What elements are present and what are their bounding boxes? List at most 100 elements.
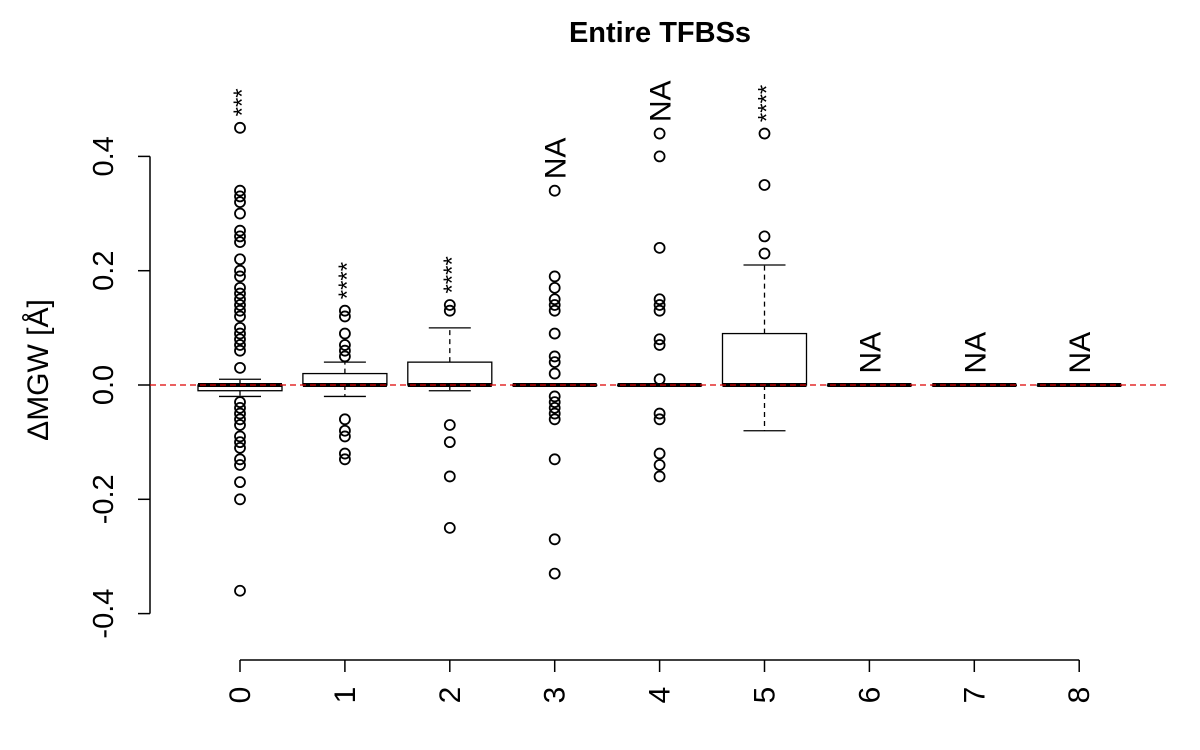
y-axis-label: ΔMGW [Å] [22, 299, 55, 441]
outlier-point [338, 430, 351, 443]
outlier-point [653, 459, 666, 471]
x-tick-label: 2 [434, 687, 467, 704]
outlier-point [548, 453, 561, 466]
outlier-point [548, 293, 561, 306]
annotation-label: NA [645, 80, 678, 122]
box-iqr [407, 361, 493, 386]
outlier-point [234, 493, 246, 506]
box-group-4 [616, 127, 703, 483]
outlier-point [338, 424, 351, 437]
x-tick-label: 1 [329, 687, 362, 704]
x-tick-label: 8 [1063, 687, 1096, 704]
outlier-point [653, 407, 666, 420]
outlier-point [548, 350, 561, 363]
outlier-point [234, 339, 246, 351]
annotation-label: **** [754, 85, 781, 122]
outlier-point [234, 224, 246, 237]
outlier-point [234, 299, 246, 311]
outlier-point [548, 533, 561, 546]
outlier-point [653, 447, 666, 460]
outlier-point [653, 373, 666, 386]
x-tick-label: 0 [224, 687, 257, 704]
outlier-point [758, 230, 771, 243]
outlier-point [443, 436, 456, 449]
outlier-point [653, 293, 666, 306]
outlier-point [234, 264, 246, 277]
x-tick-label: 3 [539, 687, 572, 704]
outlier-point [443, 304, 456, 317]
outlier-point [548, 367, 561, 380]
outlier-point [443, 299, 456, 311]
outlier-point [234, 281, 246, 294]
annotation-label: NA [1064, 332, 1097, 374]
outlier-point [338, 413, 351, 426]
outlier-point [653, 470, 666, 483]
y-axis: -0.4 -0.2 0.0 0.2 0.4 [88, 136, 151, 639]
y-tick-label: 0.2 [88, 251, 120, 291]
outlier-point [758, 247, 771, 260]
outlier-point [653, 413, 666, 426]
outlier-point [234, 476, 246, 489]
outlier-point [548, 413, 561, 426]
outlier-point [548, 407, 561, 420]
outlier-point [653, 150, 666, 163]
outlier-point [653, 339, 666, 351]
outlier-point [234, 361, 246, 374]
outlier-point [234, 401, 246, 414]
box-group-3 [512, 184, 598, 580]
outlier-point [234, 344, 246, 357]
outlier-point [234, 584, 246, 597]
outlier-point [443, 419, 456, 431]
outlier-point [234, 196, 246, 209]
outlier-point [234, 230, 246, 243]
annotation-label: NA [540, 138, 573, 180]
box-group-0 [197, 121, 283, 597]
outlier-point [548, 299, 561, 311]
x-tick-label: 7 [958, 687, 991, 704]
outlier-point [548, 184, 561, 197]
outlier-point [548, 401, 561, 414]
outlier-point [234, 430, 246, 443]
outlier-point [548, 567, 561, 580]
outlier-point [548, 270, 561, 283]
box-group-8 [1036, 383, 1122, 387]
outlier-point [548, 327, 561, 340]
box-group-2 [407, 299, 493, 534]
outlier-point [234, 396, 246, 409]
y-tick-label: 0.0 [88, 365, 120, 405]
outlier-point [758, 127, 771, 140]
outlier-point [338, 339, 351, 351]
x-tick-label: 6 [853, 687, 886, 704]
outlier-point [338, 304, 351, 317]
outlier-point [234, 236, 246, 249]
x-tick-label: 5 [749, 687, 782, 704]
outlier-point [653, 241, 666, 254]
outlier-point [234, 407, 246, 420]
outlier-point [234, 304, 246, 317]
outlier-point [234, 310, 246, 323]
outlier-point [234, 190, 246, 203]
annotation-label: **** [334, 262, 361, 299]
outlier-point [234, 453, 246, 466]
y-tick-label: 0.4 [88, 136, 120, 176]
outlier-point [653, 304, 666, 317]
outlier-point [234, 184, 246, 197]
outlier-point [443, 521, 456, 534]
box-iqr [721, 332, 808, 386]
outlier-point [338, 453, 351, 466]
outlier-point [234, 413, 246, 426]
annotation-label: *** [229, 88, 256, 116]
outlier-point [234, 441, 246, 454]
y-tick-label: -0.4 [88, 589, 120, 639]
outlier-point [234, 253, 246, 266]
outlier-point [548, 390, 561, 403]
y-tick-label: -0.2 [88, 474, 120, 524]
outlier-point [548, 304, 561, 317]
outlier-point [548, 356, 561, 369]
outlier-point [234, 321, 246, 334]
outlier-point [338, 344, 351, 357]
outlier-point [653, 127, 666, 140]
outlier-point [234, 287, 246, 300]
